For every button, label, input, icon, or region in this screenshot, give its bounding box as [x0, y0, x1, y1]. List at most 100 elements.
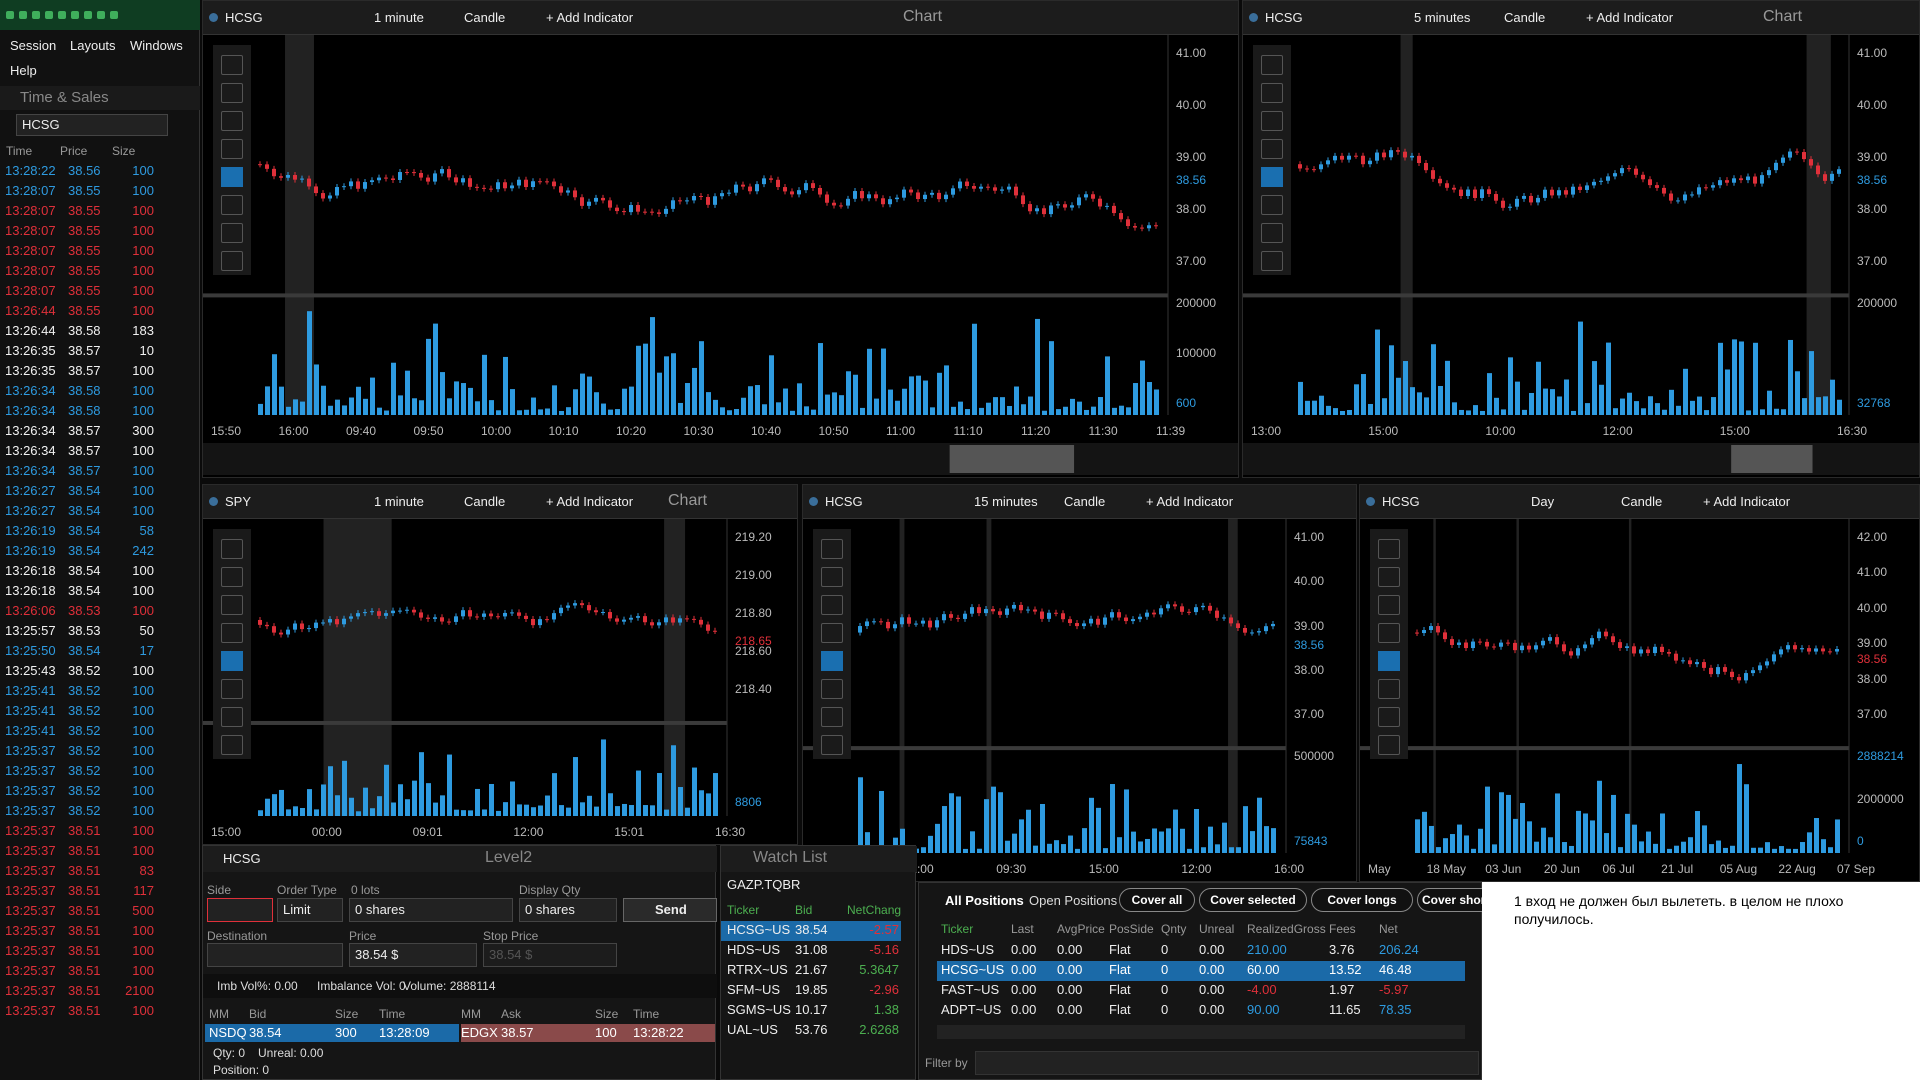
tool-button[interactable]	[1378, 623, 1400, 643]
volume-bar	[1154, 389, 1159, 415]
tool-button[interactable]	[221, 539, 243, 559]
tool-button[interactable]	[821, 735, 843, 755]
tool-button[interactable]	[221, 679, 243, 699]
chart-style[interactable]: Candle	[1621, 494, 1663, 509]
chart-style[interactable]: Candle	[464, 494, 506, 509]
chart-style[interactable]: Candle	[1504, 10, 1546, 25]
watch-ticker[interactable]: RTRX~US	[727, 962, 788, 977]
cover-label[interactable]: Cover longs	[1327, 893, 1397, 907]
positions-tab[interactable]: All Positions	[945, 893, 1024, 908]
chart-interval[interactable]: 1 minute	[374, 10, 424, 25]
menu-item[interactable]: Windows	[130, 38, 183, 53]
tool-button[interactable]	[1378, 595, 1400, 615]
tool-button[interactable]	[221, 55, 243, 75]
tool-button[interactable]	[1261, 55, 1283, 75]
chart-symbol[interactable]: HCSG	[1265, 10, 1303, 25]
tool-button[interactable]	[1261, 83, 1283, 103]
cover-label[interactable]: Cover selected	[1210, 893, 1296, 907]
tool-button[interactable]	[1378, 539, 1400, 559]
positions-tab[interactable]: Open Positions	[1029, 893, 1118, 908]
tool-button[interactable]	[1378, 679, 1400, 699]
tool-button[interactable]	[221, 139, 243, 159]
price-input[interactable]	[349, 943, 477, 967]
volume-bar	[846, 371, 851, 415]
tool-button[interactable]	[221, 707, 243, 727]
chart-interval[interactable]: 1 minute	[374, 494, 424, 509]
tool-button[interactable]	[1378, 707, 1400, 727]
cover-button[interactable]	[1119, 888, 1195, 912]
menu-item[interactable]: Layouts	[70, 38, 116, 53]
tool-button[interactable]	[1378, 567, 1400, 587]
chart-style[interactable]: Candle	[1064, 494, 1106, 509]
chart-symbol[interactable]: HCSG	[1382, 494, 1420, 509]
volume-bar	[1007, 405, 1012, 415]
watch-ticker[interactable]: HCSG~US	[727, 922, 791, 937]
tool-button[interactable]	[221, 195, 243, 215]
tool-button[interactable]	[821, 623, 843, 643]
tool-button[interactable]	[821, 567, 843, 587]
tool-button[interactable]	[1261, 195, 1283, 215]
watch-ticker[interactable]: SFM~US	[727, 982, 781, 997]
tool-button[interactable]	[221, 651, 243, 671]
tool-button[interactable]	[221, 567, 243, 587]
tool-button[interactable]	[221, 83, 243, 103]
display-qty-input[interactable]	[519, 898, 617, 922]
price-tick-label: 40.00	[1857, 98, 1888, 113]
volume-bar	[1019, 819, 1024, 853]
filter-input[interactable]	[975, 1051, 1479, 1075]
candle	[1576, 648, 1580, 656]
tool-button[interactable]	[221, 251, 243, 271]
chart-interval[interactable]: 5 minutes	[1414, 10, 1471, 25]
side-select[interactable]	[207, 898, 273, 922]
menu-item[interactable]: Help	[10, 63, 37, 78]
chart-interval[interactable]: Day	[1531, 494, 1555, 509]
tool-button[interactable]	[221, 223, 243, 243]
tool-button[interactable]	[1261, 251, 1283, 271]
cover-button[interactable]	[1311, 888, 1413, 912]
tool-button[interactable]	[1261, 223, 1283, 243]
tool-button[interactable]	[821, 595, 843, 615]
cover-label[interactable]: Cover shorts	[1421, 893, 1497, 907]
qty-input[interactable]	[349, 898, 513, 922]
add-indicator[interactable]: + Add Indicator	[1146, 494, 1234, 509]
add-indicator[interactable]: + Add Indicator	[1703, 494, 1791, 509]
cover-label[interactable]: Cover all	[1131, 893, 1183, 907]
menu-item[interactable]: Session	[10, 38, 57, 53]
volume-bar	[454, 381, 459, 415]
tool-button[interactable]	[1261, 167, 1283, 187]
chart-symbol[interactable]: HCSG	[825, 494, 863, 509]
ts-time: 13:25:41	[5, 683, 56, 698]
tool-button[interactable]	[821, 651, 843, 671]
order-type-select[interactable]	[277, 898, 343, 922]
chart-style[interactable]: Candle	[464, 10, 506, 25]
chart-interval[interactable]: 15 minutes	[974, 494, 1038, 509]
cover-button[interactable]	[1199, 888, 1307, 912]
add-indicator[interactable]: + Add Indicator	[1586, 10, 1674, 25]
watch-ticker[interactable]: HDS~US	[727, 942, 781, 957]
add-indicator[interactable]: + Add Indicator	[546, 494, 634, 509]
tool-button[interactable]	[1378, 651, 1400, 671]
tool-button[interactable]	[221, 735, 243, 755]
volume-bar	[405, 370, 410, 415]
tool-button[interactable]	[821, 539, 843, 559]
tool-button[interactable]	[221, 595, 243, 615]
volume-bar	[650, 317, 655, 415]
stop-price-input[interactable]	[483, 943, 617, 967]
candle	[419, 172, 423, 178]
tool-button[interactable]	[1378, 735, 1400, 755]
tool-button[interactable]	[221, 167, 243, 187]
tool-button[interactable]	[1261, 111, 1283, 131]
send-button[interactable]	[623, 898, 717, 922]
send-label[interactable]: Send	[655, 902, 687, 917]
add-indicator[interactable]: + Add Indicator	[546, 10, 634, 25]
tool-button[interactable]	[221, 111, 243, 131]
tool-button[interactable]	[1261, 139, 1283, 159]
tool-button[interactable]	[821, 679, 843, 699]
watch-ticker[interactable]: SGMS~US	[727, 1002, 791, 1017]
watch-ticker[interactable]: UAL~US	[727, 1022, 778, 1037]
tool-button[interactable]	[821, 707, 843, 727]
tool-button[interactable]	[221, 623, 243, 643]
chart-symbol[interactable]: SPY	[225, 494, 252, 509]
destination-select[interactable]	[207, 943, 343, 967]
chart-symbol[interactable]: HCSG	[225, 10, 263, 25]
